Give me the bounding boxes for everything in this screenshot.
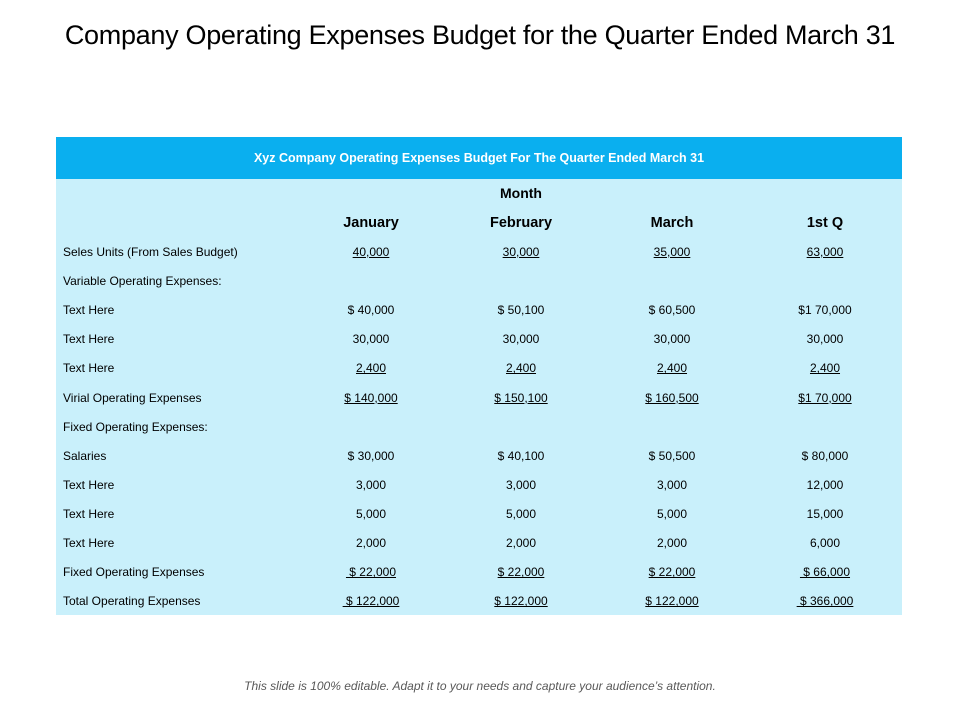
column-headers: January February March 1st Q xyxy=(56,215,902,235)
table-cell: 30,000 xyxy=(653,332,691,347)
row-label: Text Here xyxy=(63,506,115,521)
row-label: Total Operating Expenses xyxy=(63,594,201,609)
table-cell: 2,000 xyxy=(505,536,537,550)
table-row: Text Here 2,000 2,000 2,000 6,000 xyxy=(56,528,902,557)
table-cell: $ 22,000 xyxy=(345,565,397,580)
table-row: Text Here 3,000 3,000 3,000 12,000 xyxy=(56,470,902,499)
row-label: Seles Units (From Sales Budget) xyxy=(63,245,238,259)
table-cell: $ 60,500 xyxy=(648,303,696,318)
table-row: Total Operating Expenses $ 122,000 $ 122,… xyxy=(56,586,902,615)
table-row: Text Here $ 40,000 $ 50,100 $ 60,500 $1 70,0… xyxy=(56,295,902,324)
table-cell: 15,000 xyxy=(806,506,844,521)
row-label: Text Here xyxy=(63,361,115,376)
table-cell: $ 122,000 xyxy=(494,594,548,609)
column-header-february: February xyxy=(489,215,553,231)
table-cell: $ 66,000 xyxy=(799,565,851,580)
table-cell: $ 366,000 xyxy=(796,594,854,609)
row-label: Text Here xyxy=(63,536,115,550)
row-label: Variable Operating Expenses: xyxy=(63,274,222,289)
table-cell: 30,000 xyxy=(352,332,390,347)
table-cell: 2,000 xyxy=(355,536,387,550)
table-header: Xyz Company Operating Expenses Budget Fo… xyxy=(56,137,902,179)
column-header-january: January xyxy=(343,215,399,231)
table-cell: $ 40,100 xyxy=(497,448,545,463)
table-cell: 30,000 xyxy=(806,332,844,347)
footer-note: This slide is 100% editable. Adapt it to… xyxy=(244,679,716,693)
table-cell: $ 122,000 xyxy=(645,594,699,609)
table-cell: 5,000 xyxy=(505,506,537,521)
table-row: Text Here 30,000 30,000 30,000 30,000 xyxy=(56,324,902,353)
table-cell: 2,400 xyxy=(809,361,841,376)
table-cell: 3,000 xyxy=(505,477,537,492)
row-label: Text Here xyxy=(63,303,115,318)
table-cell: 35,000 xyxy=(653,245,691,259)
table-cell: $1 70,000 xyxy=(798,303,852,318)
table-cell: $1 70,000 xyxy=(798,390,852,405)
table-cell: $ 22,000 xyxy=(648,565,696,580)
table-cell: 5,000 xyxy=(355,506,387,521)
table-cell: 2,400 xyxy=(656,361,688,376)
table-row: Variable Operating Expenses: xyxy=(56,266,902,295)
row-label: Text Here xyxy=(63,477,115,492)
table-row: Fixed Operating Expenses: xyxy=(56,412,902,441)
column-header-1st-q: 1st Q xyxy=(806,215,844,231)
table-cell: $ 122,000 xyxy=(342,594,400,609)
table-cell: 2,400 xyxy=(505,361,537,376)
table-row: Seles Units (From Sales Budget) 40,000 30,… xyxy=(56,237,902,266)
table-cell: 3,000 xyxy=(656,477,688,492)
table-cell: 2,000 xyxy=(656,536,688,550)
table-cell: $ 50,100 xyxy=(497,303,545,318)
table-cell: 3,000 xyxy=(355,477,387,492)
table-row: Virial Operating Expenses $ 140,000 $ 150,… xyxy=(56,383,902,412)
table-cell: 6,000 xyxy=(809,536,841,550)
table-cell: 30,000 xyxy=(502,332,540,347)
table-cell: 5,000 xyxy=(656,506,688,521)
slide-title: Company Operating Expenses Budget for th… xyxy=(64,20,896,50)
table-row: Salaries $ 30,000 $ 40,100 $ 50,500 $ 80,000 xyxy=(56,441,902,470)
table-cell: $ 22,000 xyxy=(497,565,545,580)
table-cell: $ 140,000 xyxy=(344,390,398,405)
table-cell: 2,400 xyxy=(355,361,387,376)
column-header-march: March xyxy=(650,215,694,231)
table-cell: $ 40,000 xyxy=(347,303,395,318)
table-row: Text Here 5,000 5,000 5,000 15,000 xyxy=(56,499,902,528)
table-cell: 63,000 xyxy=(806,245,844,259)
table-cell: $ 80,000 xyxy=(801,448,849,463)
table-cell: $ 30,000 xyxy=(347,448,395,463)
table-cell: 30,000 xyxy=(502,245,540,259)
month-group-label-text: Month xyxy=(500,185,542,201)
table-row: Fixed Operating Expenses $ 22,000 $ 22,00… xyxy=(56,557,902,586)
row-label: Fixed Operating Expenses: xyxy=(63,419,208,434)
row-label: Text Here xyxy=(63,332,115,347)
table-cell: 40,000 xyxy=(352,245,390,259)
month-group-label: Month xyxy=(56,185,960,201)
table-cell: 12,000 xyxy=(806,477,844,492)
table-cell: $ 50,500 xyxy=(648,448,696,463)
table-row: Text Here 2,400 2,400 2,400 2,400 xyxy=(56,353,902,382)
budget-table: Xyz Company Operating Expenses Budget Fo… xyxy=(56,137,902,615)
table-cell: $ 160,500 xyxy=(645,390,699,405)
row-label: Salaries xyxy=(63,448,107,463)
row-label: Fixed Operating Expenses xyxy=(63,565,205,580)
table-cell: $ 150,100 xyxy=(494,390,548,405)
row-label: Virial Operating Expenses xyxy=(63,390,202,405)
